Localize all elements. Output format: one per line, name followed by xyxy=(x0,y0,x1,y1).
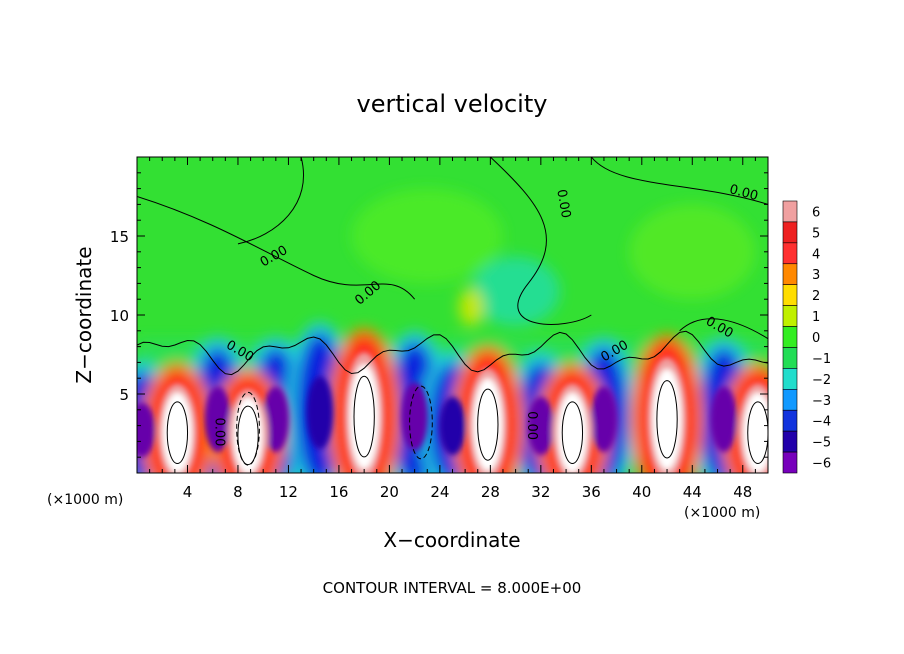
colorbar-swatch xyxy=(782,389,798,411)
x-axis-label: X−coordinate xyxy=(383,528,520,552)
updraft-contour-1 xyxy=(237,405,259,466)
plot-area: 0.000.000.000.000.000.000.000.000.00 xyxy=(137,157,768,473)
colorbar-swatch xyxy=(782,284,798,306)
contour-label-6: 0.00 xyxy=(524,411,539,440)
x-unit-left: (×1000 m) xyxy=(47,492,123,508)
light-patch xyxy=(351,188,503,284)
contour-label-8: 0.00 xyxy=(728,182,760,204)
updraft-contour-0 xyxy=(166,401,189,465)
contour-interval-note: CONTOUR INTERVAL = 8.000E+00 xyxy=(323,579,582,597)
y-axis-label: Z−coordinate xyxy=(72,246,96,383)
y-tick-label: 15 xyxy=(110,228,129,246)
colorbar-swatch xyxy=(782,451,798,474)
zero-contour-lower xyxy=(137,330,768,376)
colorbar-label: 1 xyxy=(812,310,820,325)
downdraft-core-2 xyxy=(262,386,290,452)
y-tick-label: 10 xyxy=(110,307,129,325)
cyan-patch xyxy=(471,256,560,327)
colorbar-label: 5 xyxy=(812,226,820,241)
colorbar-label: −4 xyxy=(812,415,831,430)
updraft-contour-5 xyxy=(656,380,678,459)
colorbar-label: 2 xyxy=(812,289,820,304)
colorbar-swatch xyxy=(782,430,798,453)
contour-label-3: 0.00 xyxy=(553,188,573,219)
downdraft-core-4 xyxy=(401,382,428,451)
x-tick-label: 24 xyxy=(430,483,449,501)
dashed-contour-1 xyxy=(409,385,433,460)
zero-contour-upper-right xyxy=(590,157,768,205)
zero-contour-upper-mid xyxy=(490,157,592,325)
updraft-contour-2 xyxy=(353,375,375,458)
x-tick-label: 12 xyxy=(279,483,298,501)
colorbar-label: 4 xyxy=(812,247,820,262)
x-tick-label: 44 xyxy=(683,483,702,501)
updraft-contour-3 xyxy=(477,388,499,461)
zero-contour-upper-left xyxy=(137,196,416,300)
downdraft-core-6 xyxy=(527,396,555,456)
x-tick-label: 36 xyxy=(582,483,601,501)
colorbar-swatch xyxy=(782,326,798,348)
downdraft-core-8 xyxy=(710,386,738,452)
downdraft-core-7 xyxy=(590,386,618,452)
colorbar-label: −1 xyxy=(812,352,831,367)
x-tick-label: 32 xyxy=(531,483,550,501)
colorbar-label: 3 xyxy=(812,268,820,283)
x-tick-label: 28 xyxy=(481,483,500,501)
zero-contour-right xyxy=(679,318,768,340)
x-axis: 4 8 12 16 20 24 28 32 36 40 44 48 xyxy=(149,157,756,501)
x-tick-label: 8 xyxy=(233,483,243,501)
colorbar-swatch xyxy=(782,305,798,327)
colorbar-swatch xyxy=(782,263,798,285)
x-unit-right: (×1000 m) xyxy=(684,505,760,521)
colorbar-swatch xyxy=(782,221,798,244)
light-patch xyxy=(629,204,756,300)
dashed-contour-0 xyxy=(236,391,260,466)
colorbar-label: 6 xyxy=(812,205,820,220)
colorbar-label: −2 xyxy=(812,373,831,388)
x-tick-label: 40 xyxy=(632,483,651,501)
colorbar-swatch xyxy=(782,409,798,432)
colorbar-label: −5 xyxy=(812,436,831,451)
y-tick-label: 5 xyxy=(119,386,129,404)
light-patch xyxy=(458,288,485,327)
y-axis: 5 10 15 xyxy=(110,172,768,458)
colorbar: 6 5 4 3 2 1 0 −1 −2 −3 −4 −5 −6 xyxy=(782,200,831,474)
colorbar-swatch xyxy=(782,347,798,369)
contour-lines xyxy=(137,157,768,466)
updraft-contour-4 xyxy=(561,401,584,465)
x-tick-label: 20 xyxy=(380,483,399,501)
x-tick-label: 48 xyxy=(733,483,752,501)
updraft-contour-6 xyxy=(747,401,768,465)
colorbar-label: 0 xyxy=(812,331,820,346)
x-tick-label: 4 xyxy=(183,483,193,501)
chart-title: vertical velocity xyxy=(357,90,548,118)
colorbar-swatch xyxy=(782,242,798,265)
colorbar-label: −6 xyxy=(812,457,831,472)
downdraft-core-0 xyxy=(137,403,156,458)
downdraft-core-1 xyxy=(204,386,231,452)
colorbar-label: −3 xyxy=(812,394,831,409)
zero-contour-upper-left-b xyxy=(237,157,304,245)
downdraft-core-5 xyxy=(439,396,466,456)
colorbar-swatch xyxy=(782,368,798,390)
colorbar-swatch xyxy=(782,200,798,223)
contour-label-7: 0.00 xyxy=(211,417,226,446)
x-tick-label: 16 xyxy=(329,483,348,501)
updraft-core-6 xyxy=(743,392,768,473)
downdraft-core-3 xyxy=(306,376,334,449)
